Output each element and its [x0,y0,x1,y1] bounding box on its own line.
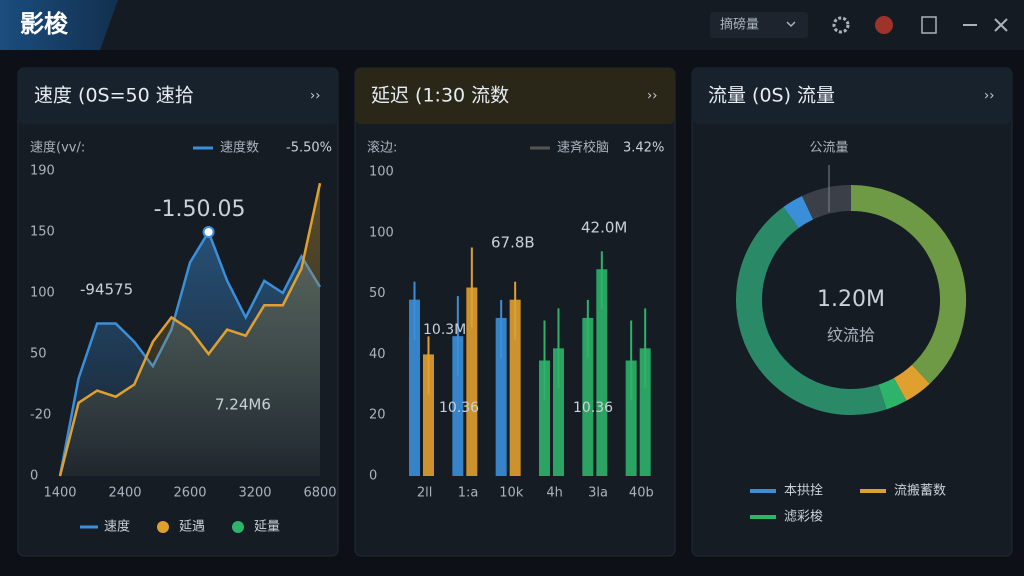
legend-label: 滤彩梭 [784,509,823,525]
bar [466,287,478,476]
legend-swatch [232,521,244,533]
doc-icon[interactable] [921,16,937,34]
panel-header [18,68,338,124]
panel-title: 速度 (0S=50 速拾 [34,85,194,107]
annotation: 10.3M [423,322,466,338]
annotation: 10.36 [439,400,479,416]
x-tick-label: 1:a [458,486,479,501]
panel-header [355,68,675,124]
y-tick-label: 40 [369,347,386,362]
bar [582,317,594,476]
top-label: 公流量 [809,141,848,156]
x-tick-label: 6800 [303,486,336,501]
legend-label: 本拱拴 [784,484,823,499]
x-tick-label: 3200 [238,486,271,501]
close-icon[interactable] [994,18,1008,32]
y-tick-label: 0 [369,469,377,484]
x-tick-label: 40b [629,486,654,501]
bar [409,299,420,476]
bar [596,269,608,476]
y-tick-label: 100 [369,165,394,180]
y-tick-label: 100 [369,225,394,240]
y-axis-label: 速度(vv/: [30,140,85,156]
peak-marker [202,226,215,238]
y-tick-label: 20 [369,408,386,423]
donut-slice [893,364,930,401]
bar [553,348,564,476]
center-label: 纹流拾 [827,326,875,345]
x-tick-label: 2400 [108,486,141,501]
dropdown[interactable] [710,12,808,38]
badge-value: -5.50% [286,141,332,156]
y-tick-label: 0 [30,469,38,484]
y-tick-label: 190 [30,164,55,179]
bar [625,360,637,476]
y-tick-label: -20 [30,408,51,423]
y-axis-label: 滚边: [367,140,397,156]
x-tick-label: 2ll [417,486,433,501]
legend-label: 延遇 [179,520,205,535]
bar [539,360,550,476]
y-tick-label: 50 [30,347,47,362]
panel-title: 延迟 (1:30 流数 [371,85,509,107]
expand: ›› [647,89,657,104]
annotation: 67.8B [491,234,535,252]
annotation: 42.0M [581,219,627,237]
badge-value: 3.42% [623,141,664,156]
expand: ›› [310,89,320,104]
header-bar [0,0,1024,50]
x-tick-label: 1400 [43,486,76,501]
panel-header [692,68,1012,124]
expand: ›› [984,89,994,104]
panel-title: 流量 (0S) 流量 [708,85,835,107]
annotation: -1.50.05 [154,197,246,222]
dropdown-arrow [786,21,796,28]
donut-slice [878,377,907,410]
annotation: 7.24M6 [215,396,271,414]
y-tick-label: 50 [369,286,386,301]
bar [509,299,521,476]
line [58,229,322,477]
x-tick-label: 2600 [173,486,206,501]
x-tick-label: 10k [499,486,524,501]
legend-label: 延量 [254,520,280,535]
bar [423,354,434,476]
bar [495,317,507,476]
annotation: 10.36 [573,400,613,416]
bar [452,336,464,476]
x-tick-label: 3la [588,486,608,501]
area [60,183,320,476]
y-tick-label: 100 [30,286,55,301]
badge-label: 速斉校脑 [557,140,609,156]
avatar-icon[interactable] [875,16,893,34]
bar [639,348,651,476]
legend-swatch [157,521,169,533]
legend-label: 流搬蓄数 [894,484,946,499]
annotation: -94575 [80,281,133,299]
donut-slice [736,206,887,415]
line [58,182,322,477]
app-title: 影梭 [20,10,69,38]
settings-icon[interactable] [832,16,850,34]
center-value: 1.20M [817,287,885,312]
dropdown-label: 摘磅量 [720,17,759,33]
y-tick-label: 150 [30,225,55,240]
badge-label: 速度数 [220,140,259,156]
title-block [0,0,118,50]
legend-label: 速度 [104,519,130,535]
donut-slice [850,185,966,384]
x-tick-label: 4h [546,486,563,501]
donut-slice [783,195,814,229]
